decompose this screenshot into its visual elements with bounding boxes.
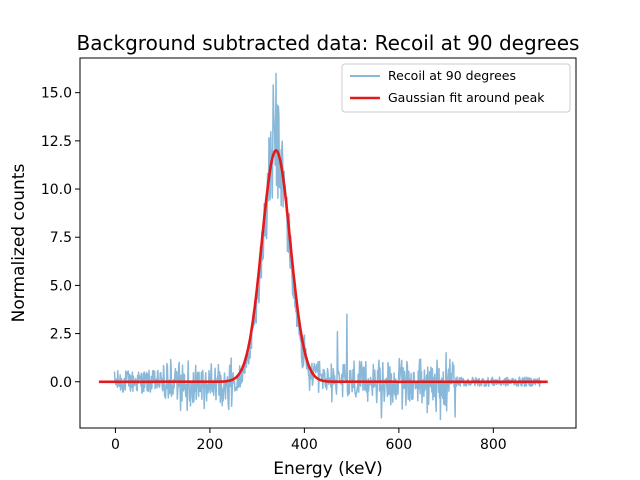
- chart-title: Background subtracted data: Recoil at 90…: [77, 31, 580, 55]
- series-layer: [98, 72, 548, 421]
- y-axis: 0.0 2.5 5.0 7.5 10.0 12.5 15.0: [41, 86, 80, 391]
- x-tick-label: 600: [385, 437, 412, 453]
- x-axis: 0 200 400 600 800: [111, 428, 507, 453]
- x-tick-label: 800: [480, 437, 507, 453]
- x-axis-label: Energy (keV): [273, 459, 383, 479]
- series-gaussian-fit-line: [98, 149, 548, 384]
- x-tick-label: 400: [291, 437, 318, 453]
- y-tick-label: 7.5: [50, 230, 72, 246]
- y-tick-label: 2.5: [50, 327, 72, 343]
- x-tick-label: 200: [197, 437, 224, 453]
- plot-frame: [79, 57, 577, 429]
- y-axis-label: Normalized counts: [9, 164, 29, 323]
- y-tick-label: 15.0: [41, 86, 72, 102]
- y-tick-label: 5.0: [50, 278, 72, 294]
- y-tick-label: 12.5: [41, 134, 72, 150]
- legend: Recoil at 90 degrees Gaussian fit around…: [341, 63, 571, 113]
- legend-box: [341, 63, 571, 113]
- y-tick-label: 0.0: [50, 375, 72, 391]
- legend-label-recoil: Recoil at 90 degrees: [388, 68, 516, 83]
- x-tick-label: 0: [111, 437, 120, 453]
- legend-label-gaussian-fit: Gaussian fit around peak: [388, 90, 545, 105]
- y-tick-label: 10.0: [41, 182, 72, 198]
- plot-area: [79, 57, 577, 429]
